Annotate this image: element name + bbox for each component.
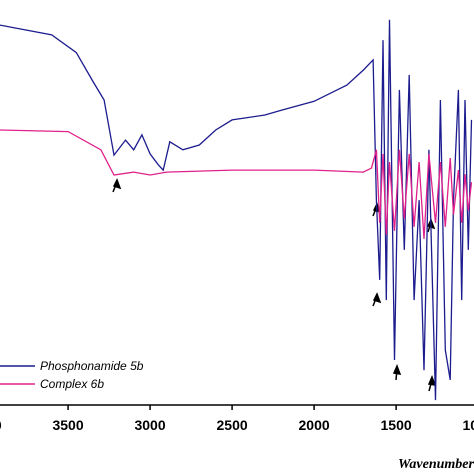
legend-label: Phosphonamide 5b: [40, 359, 144, 373]
x-tick-label: 3500: [52, 417, 83, 433]
x-axis-title: Wavenumber (cm-1): [398, 457, 474, 472]
x-tick-label: 3000: [134, 417, 165, 433]
x-tick-label: 2500: [217, 417, 248, 433]
x-tick-label: 2000: [299, 417, 330, 433]
series-line: [0, 129, 473, 240]
x-tick-label: 4000: [0, 417, 2, 433]
x-tick-label: 1000: [463, 417, 474, 433]
legend-label: Complex 6b: [40, 377, 104, 391]
x-tick-label: 1500: [381, 417, 412, 433]
series-line: [0, 19, 473, 401]
